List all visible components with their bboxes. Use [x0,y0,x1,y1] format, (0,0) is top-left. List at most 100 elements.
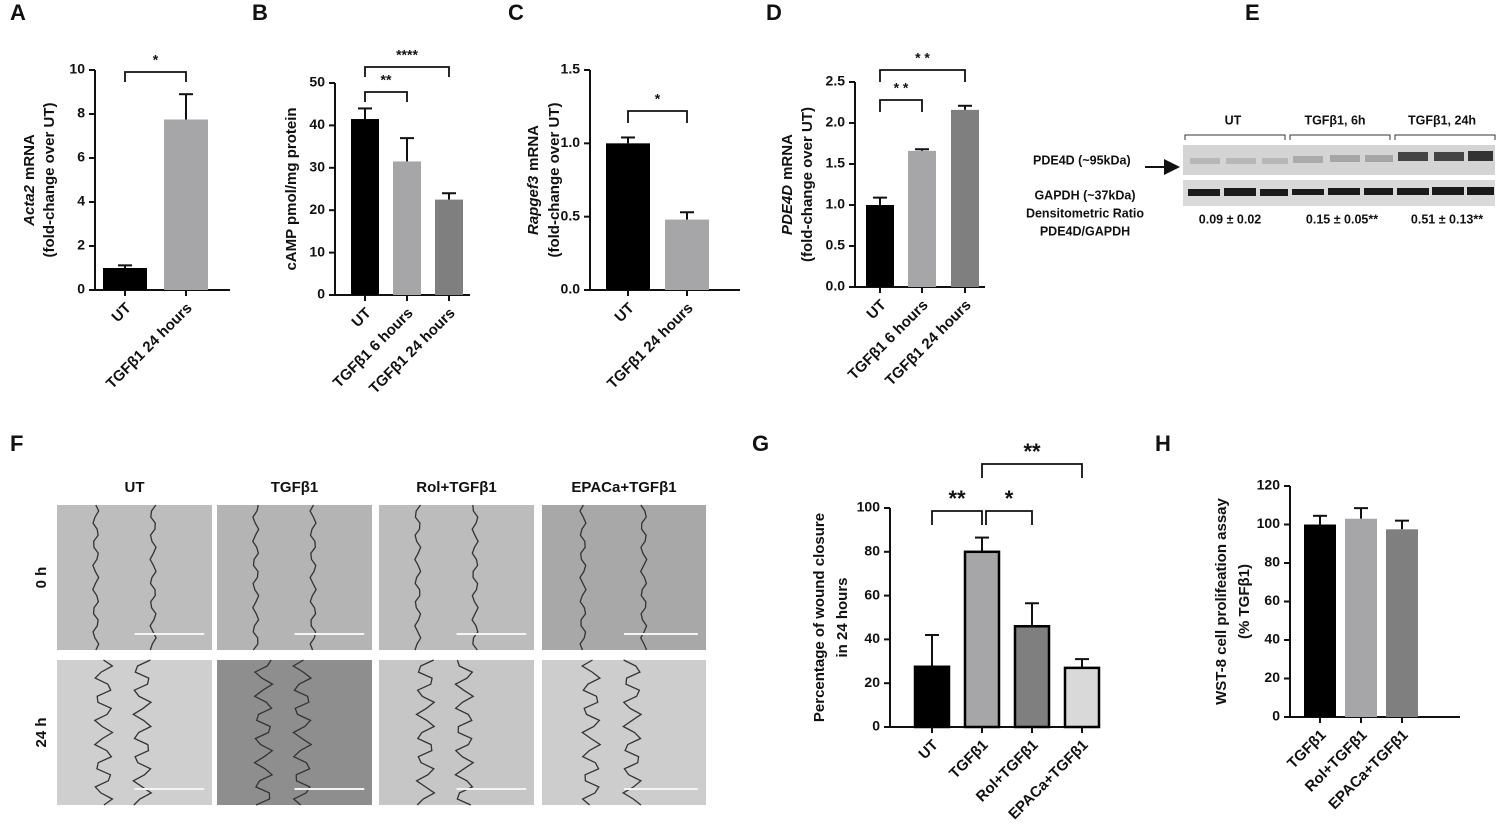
y-tick-label: 4 [77,193,85,209]
y-tick-label: 20 [1264,669,1280,685]
wound-edge [253,659,274,806]
y-tick-label: 40 [1264,631,1280,647]
lane-group-label: TGFβ1, 6h [1304,113,1365,127]
micrograph [57,660,212,805]
wound-edge [415,659,436,806]
significance-label: * [1005,486,1014,511]
band-label: GAPDH (~37kDa) [1034,188,1135,202]
significance-label: * [655,91,661,107]
bar [908,150,936,287]
y-tick-label: 10 [309,243,325,259]
wound-edge [252,504,260,651]
microscopy-panel: F UT TGFβ1 Rol+TGFβ1 EPACa+TGFβ1 0 h 24 h [10,431,706,806]
y-axis-label-suffix: mRNA [21,134,38,180]
panel-label: A [10,0,26,25]
y-tick-label: 0.0 [561,281,581,297]
y-axis-label: Percentage of wound closure [811,513,828,722]
bar [606,143,650,290]
y-tick-label: 20 [864,674,880,690]
y-tick-label: 0.5 [561,207,581,223]
y-tick-label: 0 [1272,708,1280,724]
column-label: UT [125,479,145,496]
y-axis-label: WST-8 cell prolifeation assay [1213,497,1230,704]
bar [103,268,147,290]
bar [435,199,463,295]
y-axis-label: in 24 hours [834,577,851,657]
x-tick-label: UT [915,737,941,763]
panel-label: B [252,0,268,25]
bands-pde4d [1190,151,1493,164]
y-tick-label: 0.5 [826,237,846,253]
significance-bracket [627,110,688,123]
y-axis-label: Acta2 mRNA [21,134,38,227]
micrograph [379,660,534,805]
column-label: TGFβ1 [271,479,319,496]
lane-group-label: TGFβ1, 24h [1408,113,1476,127]
ratio-value: 0.15 ± 0.05** [1306,212,1378,226]
y-tick-label: 50 [309,74,325,90]
y-tick-label: 0 [77,281,85,297]
column-label: Rol+TGFβ1 [416,479,496,496]
significance-label: **** [396,47,418,63]
panel-label: C [508,0,524,25]
significance-label: ** [381,72,392,88]
wound-edge [454,659,475,806]
y-axis-label: Rapgef3 mRNA [525,125,542,235]
y-tick-label: 2.5 [826,73,846,89]
bar [1063,666,1101,729]
row-label: 24 h [33,717,50,747]
x-tick-label: TGFβ1 [946,737,992,783]
wound-edge [93,659,114,806]
y-tick-label: 1.5 [826,155,846,171]
y-tick-label: 80 [1264,554,1280,570]
wound-edge [579,504,587,651]
significance-bracket [879,69,966,82]
y-axis-label: (fold-change over UT) [41,102,58,257]
y-tick-label: 80 [864,543,880,559]
x-tick-label: UT [108,300,134,326]
bar [1386,529,1418,717]
bar [963,550,1001,729]
micrograph [379,505,534,650]
y-axis-label-suffix: mRNA [525,125,542,171]
y-tick-label: 100 [857,499,881,515]
micrograph [542,660,706,805]
y-tick-label: 1.0 [561,134,581,150]
wound-edge [292,659,313,806]
wound-edge [580,659,602,806]
panel-label: G [752,431,769,456]
micrograph [57,505,212,650]
ratio-title: Densitometric Ratio [1026,206,1144,220]
bar [913,665,951,729]
y-tick-label: 0.0 [826,278,846,294]
y-tick-label: 2 [77,237,85,253]
significance-bracket [879,99,923,112]
lane-bracket [1184,134,1496,140]
y-tick-label: 10 [69,61,85,77]
significance-bracket [364,91,408,102]
significance-label: * * [894,80,909,96]
ratio-value: 0.51 ± 0.13** [1411,212,1483,226]
panel-label: F [10,431,23,456]
y-tick-label: 0 [317,286,325,302]
significance-label: * * [915,50,930,66]
bands-gapdh [1188,187,1494,196]
panel-label: E [1245,0,1260,25]
y-tick-label: 2.0 [826,114,846,130]
column-label: EPACa+TGFβ1 [571,479,676,496]
wound-edge [639,504,648,651]
western-blot: E UT TGFβ1, 6h TGFβ1, 24h PDE4D (~95kDa)… [1026,0,1496,238]
y-tick-label: 100 [1257,515,1281,531]
ratio-title: PDE4D/GAPDH [1040,224,1130,238]
row-label: 0 h [33,567,50,589]
significance-bracket [985,510,1033,525]
significance-bracket [364,66,450,77]
bar [1013,625,1051,729]
significance-label: * [153,52,159,68]
significance-bracket [931,510,983,525]
y-axis-label: PDE4D mRNA [779,134,796,235]
panel-label: H [1155,431,1171,456]
gene-name: Rapgef3 [525,175,542,235]
y-tick-label: 30 [309,159,325,175]
bar [351,119,379,295]
